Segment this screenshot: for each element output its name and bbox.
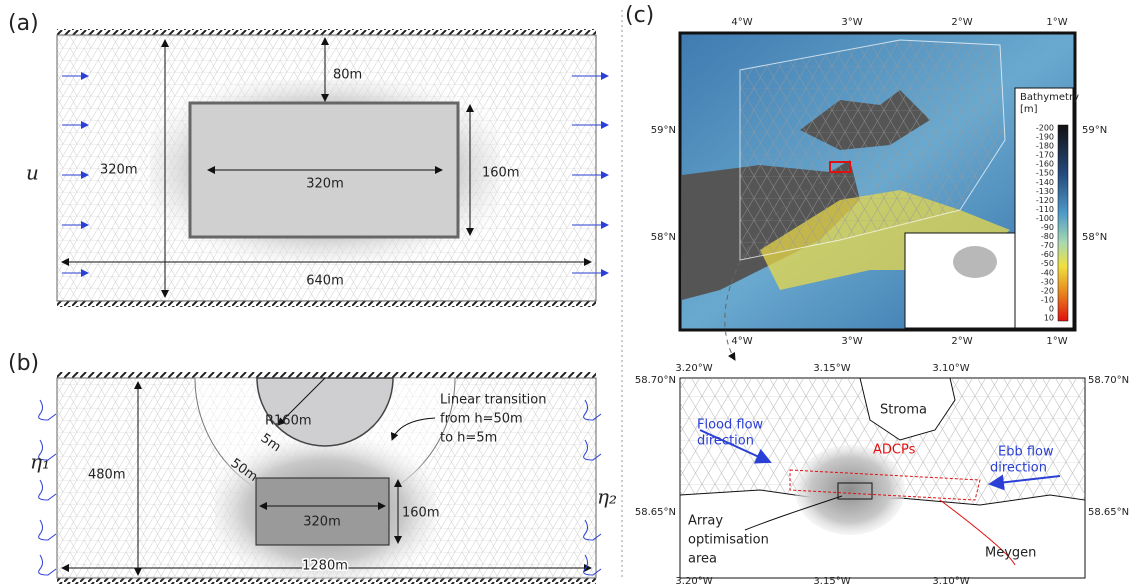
lat-tick: 58°N bbox=[1082, 232, 1107, 243]
lat-tick: 58.65°N bbox=[1088, 507, 1129, 518]
lon-tick: 1°W bbox=[1046, 336, 1067, 347]
lon-tick: 3°W bbox=[841, 17, 862, 28]
inset bbox=[905, 233, 1015, 328]
colorbar-tick: -90 bbox=[1041, 223, 1054, 232]
dim-label: 320m bbox=[100, 163, 137, 178]
lat-tick: 59°N bbox=[651, 125, 676, 136]
dim-label: 80m bbox=[333, 68, 362, 83]
lon-tick: 3.20°W bbox=[675, 363, 712, 374]
dim-label: 640m bbox=[306, 274, 343, 289]
dim-label: 480m bbox=[88, 468, 125, 483]
flow-label: direction bbox=[990, 461, 1047, 476]
colorbar-tick: -190 bbox=[1036, 133, 1054, 142]
lon-tick: 2°W bbox=[951, 17, 972, 28]
lon-tick: 3.10°W bbox=[932, 363, 969, 374]
colorbar-tick: -110 bbox=[1036, 205, 1054, 214]
panel-c: (c) Bathymetry [m] Stroma Flood flow dir… bbox=[625, 3, 1129, 587]
lat-tick: 59°N bbox=[1082, 125, 1107, 136]
dim-label: 160m bbox=[482, 166, 519, 181]
area-label: optimisation bbox=[688, 533, 769, 548]
colorbar-tick: -10 bbox=[1041, 295, 1054, 304]
panel-label: (c) bbox=[625, 3, 654, 28]
area-label: Array bbox=[688, 514, 723, 529]
colorbar-tick: -120 bbox=[1036, 196, 1054, 205]
colorbar-tick: -100 bbox=[1036, 214, 1054, 223]
lon-tick: 2°W bbox=[951, 336, 972, 347]
dim-label: R160m bbox=[265, 414, 312, 429]
inflow-label: u bbox=[26, 161, 39, 185]
dim-label: 1280m bbox=[302, 559, 348, 574]
lon-tick: 3.20°W bbox=[675, 576, 712, 587]
lon-tick: 1°W bbox=[1046, 17, 1067, 28]
flow-label: direction bbox=[697, 434, 754, 449]
colorbar-tick: -170 bbox=[1036, 151, 1054, 160]
dim-label: 320m bbox=[306, 177, 343, 192]
annotation: to h=5m bbox=[440, 431, 497, 446]
panel-a: (a) u 320m 80m 320m 160m 640m bbox=[8, 11, 608, 307]
lon-tick: 3.15°W bbox=[813, 576, 850, 587]
dim-label: 320m bbox=[303, 515, 340, 530]
colorbar-tick: -80 bbox=[1041, 232, 1054, 241]
colorbar-tick: -20 bbox=[1041, 286, 1054, 295]
site-label: Meygen bbox=[985, 546, 1036, 561]
panel-label: (b) bbox=[8, 351, 39, 376]
island-label: Stroma bbox=[880, 403, 927, 418]
lon-tick: 3.15°W bbox=[813, 363, 850, 374]
colorbar-tick: -70 bbox=[1041, 241, 1054, 250]
lat-tick: 58.65°N bbox=[635, 507, 676, 518]
lon-tick: 4°W bbox=[731, 17, 752, 28]
lon-tick: 3.10°W bbox=[932, 576, 969, 587]
refinement bbox=[795, 445, 905, 535]
colorbar-tick: 10 bbox=[1044, 314, 1054, 323]
lon-tick: 3°W bbox=[841, 336, 862, 347]
wall bbox=[57, 372, 596, 378]
colorbar-tick: -180 bbox=[1036, 142, 1054, 151]
colorbar-title: [m] bbox=[1020, 104, 1038, 115]
lon-tick: 4°W bbox=[731, 336, 752, 347]
colorbar-title: Bathymetry bbox=[1020, 92, 1079, 103]
area-label: area bbox=[688, 552, 717, 567]
colorbar-tick: -200 bbox=[1036, 124, 1054, 133]
outflow-label: η₂ bbox=[597, 485, 617, 509]
inset-mesh bbox=[953, 246, 997, 278]
flow-label: Ebb flow bbox=[998, 445, 1054, 460]
colorbar-tick: -150 bbox=[1036, 169, 1054, 178]
colorbar-tick: -50 bbox=[1041, 259, 1054, 268]
colorbar-tick: 0 bbox=[1049, 304, 1054, 313]
wall bbox=[57, 301, 596, 307]
colorbar-tick: -130 bbox=[1036, 187, 1054, 196]
colorbar bbox=[1058, 125, 1068, 321]
colorbar-tick: -60 bbox=[1041, 250, 1054, 259]
colorbar-tick: -30 bbox=[1041, 277, 1054, 286]
panel-label: (a) bbox=[8, 11, 39, 36]
panel-b: (b) η₁ η₂ 480m R160m 5m 50m Linear trans… bbox=[8, 351, 617, 584]
figure: (a) u 320m 80m 320m 160m 640m (b) bbox=[0, 0, 1140, 587]
colorbar-tick: -140 bbox=[1036, 178, 1054, 187]
inflow-label: η₁ bbox=[30, 450, 50, 474]
lat-tick: 58.70°N bbox=[635, 375, 676, 386]
lat-tick: 58°N bbox=[651, 232, 676, 243]
adcp-label: ADCPs bbox=[873, 443, 916, 458]
farm bbox=[256, 478, 389, 545]
annotation: Linear transition bbox=[440, 393, 546, 408]
colorbar-tick: -160 bbox=[1036, 160, 1054, 169]
wall bbox=[57, 29, 596, 35]
dim-label: 160m bbox=[402, 506, 439, 521]
lat-tick: 58.70°N bbox=[1088, 375, 1129, 386]
annotation: from h=50m bbox=[440, 412, 523, 427]
colorbar-tick: -40 bbox=[1041, 268, 1054, 277]
flow-label: Flood flow bbox=[697, 418, 764, 433]
